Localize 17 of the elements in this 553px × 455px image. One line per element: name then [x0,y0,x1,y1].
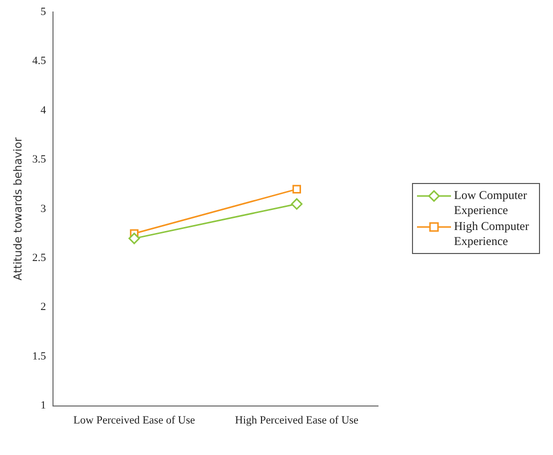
point [292,184,302,194]
legend-label: High Computer Experience [454,219,530,249]
y-axis-title: Attitude towards behavior [11,136,24,280]
point [290,198,302,210]
legend-label: Low Computer Experience [454,188,528,218]
y-tick-label: 4.5 [32,55,46,68]
y-tick-label: 2.5 [32,252,46,264]
y-tick-label: 1 [40,400,46,412]
y-tick-label: 1.5 [32,350,46,362]
point [128,232,140,244]
y-tick-label: 4 [40,104,46,116]
y-tick-label: 3 [40,202,46,215]
y-tick-label: 2 [40,301,46,314]
x-tick-label: Low Perceived Ease of Use [73,414,196,426]
y-tick-label: 5 [40,6,46,18]
x-tick-label: High Perceived Ease of Use [235,414,359,426]
y-tick-label: 3.5 [32,154,46,166]
